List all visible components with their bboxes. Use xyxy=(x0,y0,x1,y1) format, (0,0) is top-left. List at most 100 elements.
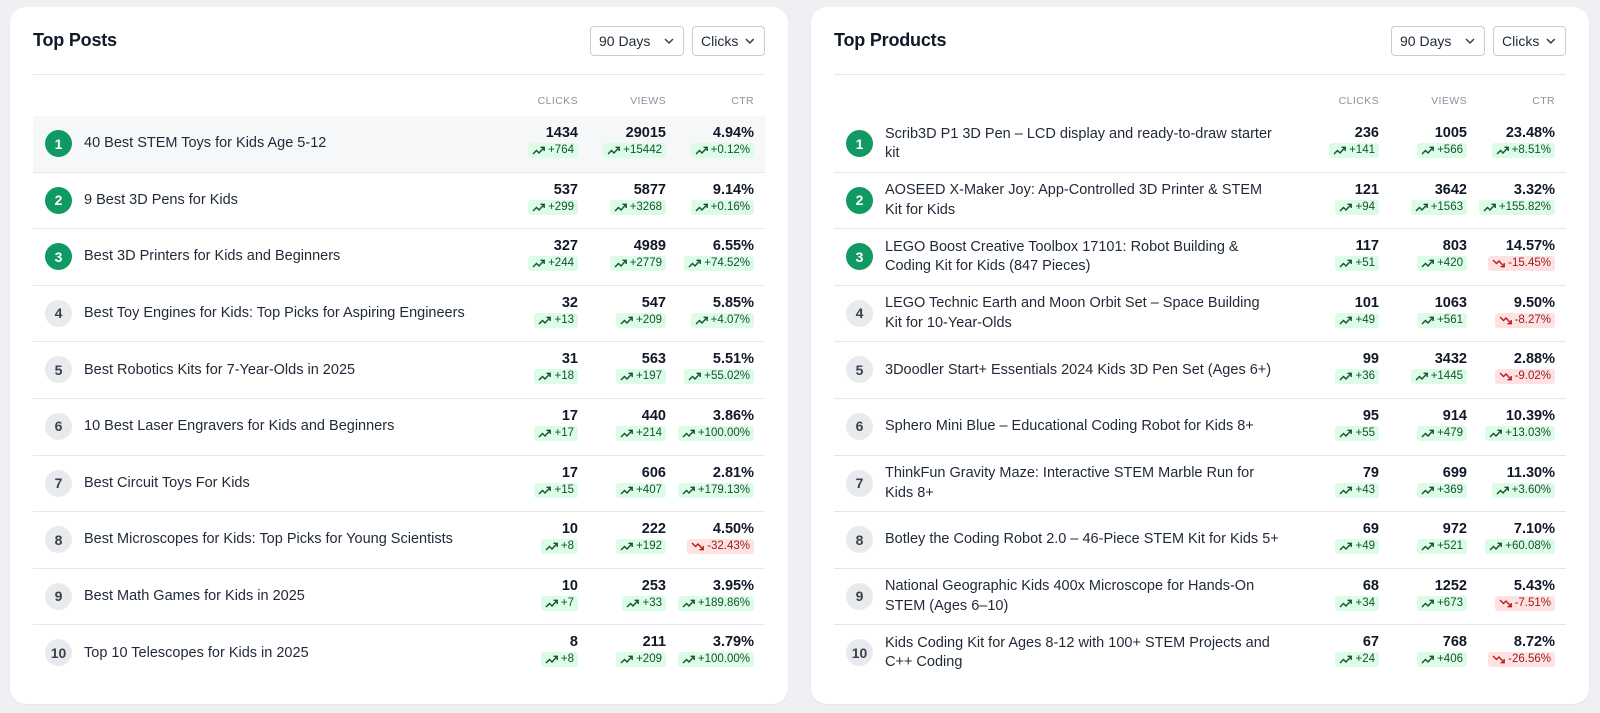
clicks-cell: 17 +17 xyxy=(534,407,578,441)
panel-header: Top Posts 90 Days Clicks xyxy=(33,7,765,75)
ctr-value: 5.43% xyxy=(1513,577,1555,594)
clicks-value: 10 xyxy=(561,521,578,538)
item-title[interactable]: Sphero Mini Blue – Educational Coding Ro… xyxy=(885,418,1254,435)
table-row[interactable]: 10 Kids Coding Kit for Ages 8-12 with 100… xyxy=(834,625,1566,682)
clicks-change-badge: +34 xyxy=(1335,595,1379,611)
views-value: 699 xyxy=(1442,464,1467,481)
table-row[interactable]: 7 Best Circuit Toys For Kids 17 +15 606 +407 2… xyxy=(33,456,765,513)
clicks-cell: 117 +51 xyxy=(1335,237,1379,272)
clicks-change-badge: +43 xyxy=(1335,482,1379,498)
col-views[interactable]: VIEWS xyxy=(630,95,666,107)
clicks-value: 1434 xyxy=(545,125,578,141)
table-row[interactable]: 7 ThinkFun Gravity Maze: Interactive STEM… xyxy=(834,456,1566,513)
clicks-value: 327 xyxy=(553,238,578,255)
table-row[interactable]: 2 AOSEED X-Maker Joy: App-Controlled 3D P… xyxy=(834,173,1566,230)
item-title[interactable]: LEGO Boost Creative Toolbox 17101: Robot… xyxy=(885,238,1239,275)
views-change-badge: +561 xyxy=(1417,312,1467,328)
table-row[interactable]: 8 Best Microscopes for Kids: Top Picks fo… xyxy=(33,512,765,569)
views-value: 803 xyxy=(1442,238,1467,255)
rank-badge: 3 xyxy=(846,243,873,271)
views-value: 440 xyxy=(641,407,666,424)
metric-select[interactable]: Clicks xyxy=(1493,25,1566,56)
ctr-change-badge: +74.52% xyxy=(684,256,754,272)
table-row[interactable]: 5 3Doodler Start+ Essentials 2024 Kids 3D… xyxy=(834,342,1566,399)
table-row[interactable]: 2 9 Best 3D Pens for Kids 537 +299 5877 +3268… xyxy=(33,173,765,230)
clicks-cell: 68 +34 xyxy=(1335,577,1379,611)
item-title[interactable]: Best 3D Printers for Kids and Beginners xyxy=(84,248,341,265)
views-change-badge: +406 xyxy=(1417,652,1467,668)
ctr-change-value: +100.00% xyxy=(697,653,750,666)
range-select[interactable]: 90 Days xyxy=(590,25,684,56)
item-title[interactable]: Best Robotics Kits for 7-Year-Olds in 20… xyxy=(84,361,356,378)
col-clicks[interactable]: CLICKS xyxy=(1338,95,1379,107)
item-title[interactable]: Scrib3D P1 3D Pen – LCD display and read… xyxy=(885,125,1272,162)
col-ctr[interactable]: CTR xyxy=(731,95,754,107)
table-row[interactable]: 9 Best Math Games for Kids in 2025 10 +7 253… xyxy=(33,569,765,626)
trend-up-icon xyxy=(538,316,552,325)
item-title[interactable]: 3Doodler Start+ Essentials 2024 Kids 3D … xyxy=(885,361,1272,378)
col-views[interactable]: VIEWS xyxy=(1431,95,1467,107)
views-value: 914 xyxy=(1442,407,1467,424)
table-row[interactable]: 6 Sphero Mini Blue – Educational Coding R… xyxy=(834,399,1566,456)
table-row[interactable]: 8 Botley the Coding Robot 2.0 – 46-Piece … xyxy=(834,512,1566,569)
item-title[interactable]: Best Circuit Toys For Kids xyxy=(84,474,250,491)
views-change-value: +209 xyxy=(636,653,662,666)
item-title[interactable]: Best Toy Engines for Kids: Top Picks for… xyxy=(84,305,465,322)
table-row[interactable]: 3 Best 3D Printers for Kids and Beginners… xyxy=(33,229,765,286)
item-title[interactable]: 10 Best Laser Engravers for Kids and Beg… xyxy=(84,418,395,435)
ctr-value: 11.30% xyxy=(1506,464,1555,481)
item-title[interactable]: 40 Best STEM Toys for Kids Age 5-12 xyxy=(84,135,327,152)
range-select[interactable]: 90 Days xyxy=(1391,25,1485,56)
trend-up-icon xyxy=(532,259,545,268)
table-row[interactable]: 1 Scrib3D P1 3D Pen – LCD display and rea… xyxy=(834,116,1566,173)
item-title[interactable]: LEGO Technic Earth and Moon Orbit Set – … xyxy=(885,295,1260,331)
table-row[interactable]: 1 40 Best STEM Toys for Kids Age 5-12 1434… xyxy=(33,116,765,173)
views-value: 563 xyxy=(641,351,666,368)
ctr-change-value: +60.08% xyxy=(1505,540,1551,553)
ctr-cell: 6.55% +74.52% xyxy=(684,237,754,272)
views-change-value: +420 xyxy=(1437,257,1463,270)
item-title[interactable]: Kids Coding Kit for Ages 8-12 with 100+ … xyxy=(885,634,1270,671)
item-title[interactable]: National Geographic Kids 400x Microscope… xyxy=(885,578,1255,614)
trend-up-icon xyxy=(620,486,633,495)
ctr-change-value: -15.45% xyxy=(1508,257,1551,270)
trend-down-icon xyxy=(1499,599,1512,608)
clicks-change-badge: +18 xyxy=(534,369,578,385)
range-select-value: 90 Days xyxy=(1400,32,1452,49)
clicks-change-value: +94 xyxy=(1355,200,1375,213)
item-title[interactable]: Best Math Games for Kids in 2025 xyxy=(84,588,305,604)
table-row[interactable]: 10 Top 10 Telescopes for Kids in 2025 8 +8 2… xyxy=(33,625,765,682)
clicks-cell: 99 +36 xyxy=(1335,350,1379,385)
item-title[interactable]: 9 Best 3D Pens for Kids xyxy=(84,191,238,208)
ctr-change-value: +100.00% xyxy=(697,426,750,439)
trend-up-icon xyxy=(545,542,558,551)
table-row[interactable]: 4 Best Toy Engines for Kids: Top Picks fo… xyxy=(33,286,765,343)
item-title[interactable]: Best Microscopes for Kids: Top Picks for… xyxy=(84,531,453,548)
table-row[interactable]: 3 LEGO Boost Creative Toolbox 17101: Robo… xyxy=(834,229,1566,286)
col-clicks[interactable]: CLICKS xyxy=(537,95,578,107)
clicks-change-value: +13 xyxy=(554,313,574,326)
table-row[interactable]: 9 National Geographic Kids 400x Microscop… xyxy=(834,569,1566,626)
item-title[interactable]: Top 10 Telescopes for Kids in 2025 xyxy=(84,644,309,661)
item-title[interactable]: ThinkFun Gravity Maze: Interactive STEM … xyxy=(885,465,1255,501)
table-row[interactable]: 6 10 Best Laser Engravers for Kids and Be… xyxy=(33,399,765,456)
ctr-cell: 10.39% +13.03% xyxy=(1485,407,1555,441)
trend-up-icon xyxy=(620,655,633,664)
trend-up-icon xyxy=(1421,429,1434,438)
trend-up-icon xyxy=(1333,146,1346,155)
ctr-value: 23.48% xyxy=(1505,125,1555,141)
ctr-change-badge: +155.82% xyxy=(1478,199,1555,215)
ctr-value: 5.51% xyxy=(712,351,754,368)
item-title[interactable]: AOSEED X-Maker Joy: App-Controlled 3D Pr… xyxy=(885,182,1263,218)
clicks-cell: 17 +15 xyxy=(534,464,578,498)
ctr-change-value: -32.43% xyxy=(707,540,750,553)
clicks-change-value: +299 xyxy=(548,200,574,213)
metric-select[interactable]: Clicks xyxy=(692,25,765,56)
table-row[interactable]: 5 Best Robotics Kits for 7-Year-Olds in 2… xyxy=(33,342,765,399)
item-title[interactable]: Botley the Coding Robot 2.0 – 46-Piece S… xyxy=(885,531,1279,548)
col-ctr[interactable]: CTR xyxy=(1532,95,1555,107)
ctr-change-badge: +13.03% xyxy=(1485,425,1555,441)
filters: 90 Days Clicks xyxy=(590,25,765,56)
table-row[interactable]: 4 LEGO Technic Earth and Moon Orbit Set –… xyxy=(834,286,1566,343)
ctr-change-value: +3.60% xyxy=(1511,483,1551,496)
